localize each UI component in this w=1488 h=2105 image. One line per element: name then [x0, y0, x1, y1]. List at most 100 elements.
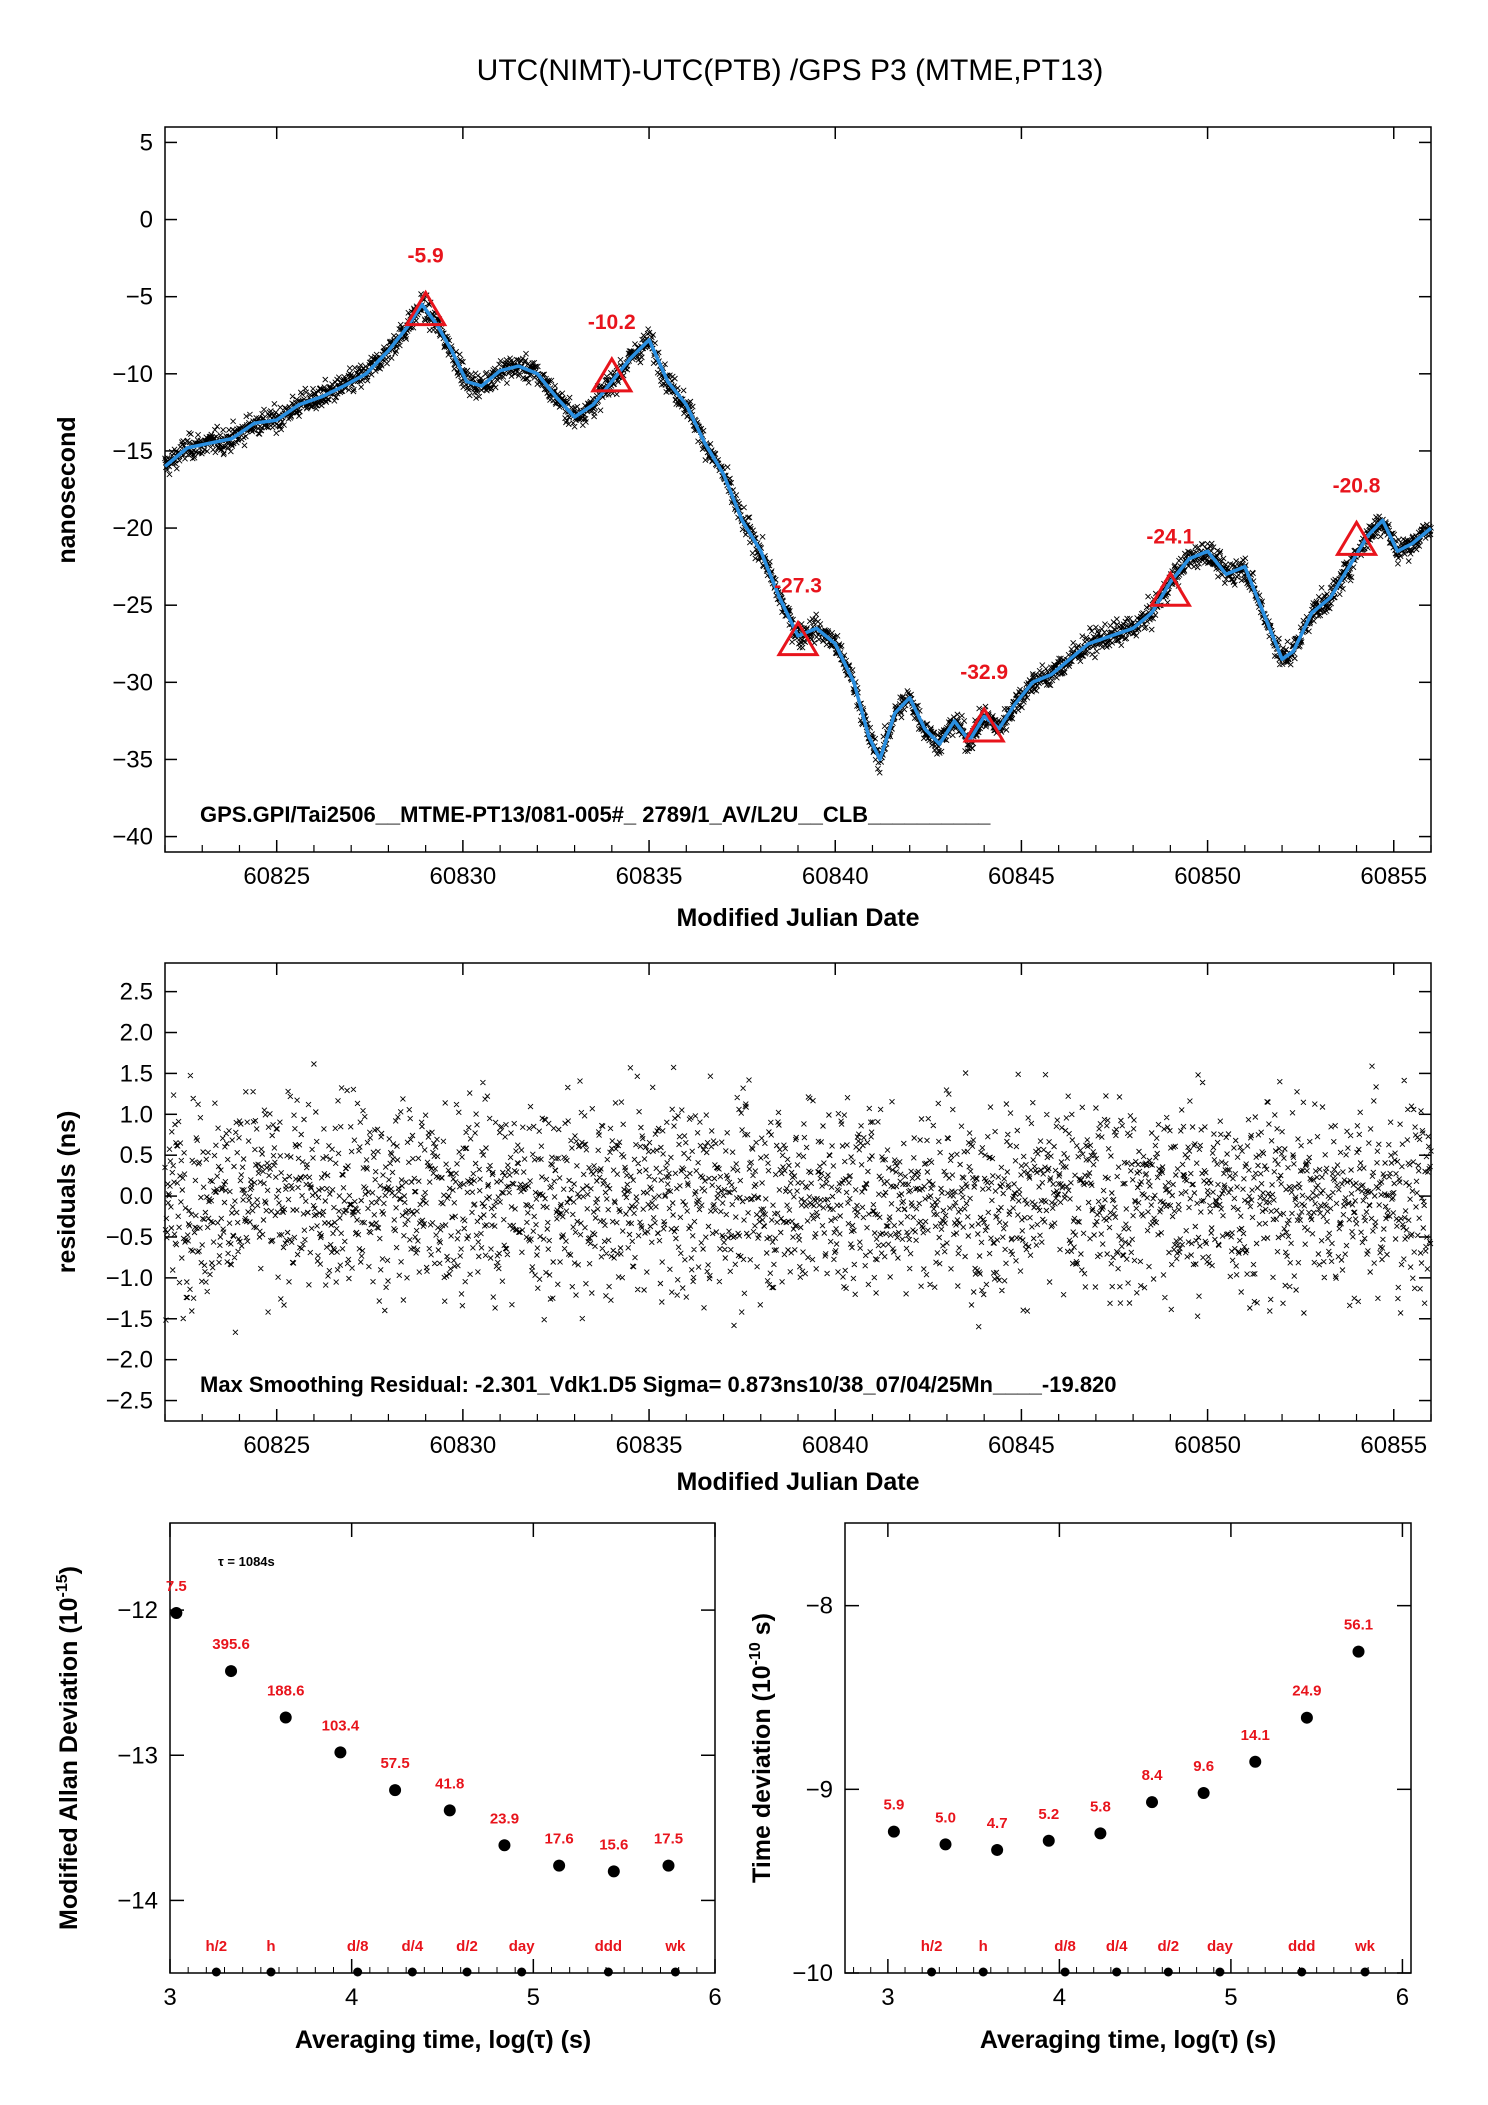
mod-allan-data-point: [334, 1746, 347, 1759]
time-dev-point-label: 5.0: [935, 1809, 956, 1826]
top-annotation: GPS.GPI/Tai2506__MTME-PT13/081-005#_ 278…: [200, 802, 991, 827]
time-dev-x-axis-label: Averaging time, log(τ) (s): [980, 2026, 1276, 2054]
top-marker-label: -10.2: [588, 311, 636, 334]
mod-allan-time-marker-label: h: [266, 1938, 275, 1955]
mod-allan-data-point: [498, 1839, 511, 1852]
mod-allan-y-tick-label: −14: [117, 1887, 158, 1914]
residuals-y-tick-label: −1.5: [106, 1306, 153, 1333]
time-dev-time-marker-label: day: [1207, 1938, 1234, 1955]
top-x-tick-label: 60840: [802, 863, 869, 890]
mod-allan-y-tick-label: −13: [117, 1742, 158, 1769]
time-dev-time-marker-label: d/2: [1157, 1938, 1179, 1955]
mod-allan-y-axis-label: Modified Allan Deviation (10-15): [54, 1566, 83, 1930]
residuals-y-tick-label: 2.5: [120, 979, 153, 1006]
mod-allan-time-marker-label: d/4: [401, 1938, 423, 1955]
time-dev-time-marker: [1215, 1967, 1225, 1977]
top-x-tick-label: 60855: [1360, 863, 1427, 890]
time-dev-x-tick-label: 4: [1053, 1984, 1066, 2011]
residuals-y-tick-label: 1.5: [120, 1060, 153, 1087]
time-dev-point-label: 24.9: [1292, 1683, 1321, 1700]
time-dev-point-label: 5.8: [1090, 1798, 1111, 1815]
residuals-y-tick-label: −1.0: [106, 1265, 153, 1292]
top-plot-marks: 60825 60830 60835 60840 60845 60850 60855 5 0 −5 −…: [112, 127, 1434, 890]
time-dev-data-point: [939, 1838, 952, 1851]
top-smooth-curve: [163, 302, 1433, 762]
time-dev-data-point: [1197, 1787, 1210, 1799]
time-dev-data-point: [1042, 1834, 1055, 1847]
mod-allan-point-label: 103.4: [322, 1717, 360, 1734]
time-dev-plot-frame: [844, 1522, 1412, 1974]
time-dev-time-marker-label: ddd: [1288, 1938, 1316, 1955]
mod-allan-plot-marks: 3 4 5 6 −12 −13 −14 7.5 395.6 188.6 103.4 57.5 41.8 2…: [117, 1523, 722, 2011]
residuals-y-tick-label: 0.5: [120, 1142, 153, 1169]
mod-allan-time-marker-label: wk: [664, 1938, 686, 1955]
mod-allan-time-marker: [407, 1967, 417, 1977]
mod-allan-point-label: 17.6: [545, 1831, 574, 1848]
top-y-tick-label: −10: [112, 361, 153, 388]
mod-allan-point-label: 41.8: [435, 1775, 464, 1792]
time-dev-time-marker-label: h: [979, 1938, 988, 1955]
top-marker-label: -5.9: [408, 245, 444, 268]
mod-allan-data-point: [170, 1607, 183, 1619]
residuals-x-tick-label: 60840: [802, 1432, 869, 1459]
mod-allan-time-marker-label: d/8: [347, 1938, 369, 1955]
mod-allan-point-label: 188.6: [267, 1683, 305, 1700]
mod-allan-point-label: 23.9: [490, 1810, 519, 1827]
residuals-y-tick-label: 0.0: [120, 1183, 153, 1210]
time-dev-data-point: [887, 1825, 900, 1838]
residuals-y-tick-label: −0.5: [106, 1224, 153, 1251]
top-y-tick-label: −40: [112, 824, 153, 851]
mod-allan-x-tick-label: 4: [345, 1984, 358, 2011]
time-dev-time-marker: [1360, 1967, 1370, 1977]
top-marker-label: -32.9: [960, 661, 1008, 684]
mod-allan-point-label: 395.6: [212, 1636, 250, 1653]
time-dev-data-point: [1300, 1711, 1313, 1724]
mod-allan-x-tick-label: 5: [527, 1984, 540, 2011]
time-dev-point-label: 14.1: [1241, 1727, 1270, 1744]
mod-allan-point-label: 15.6: [599, 1836, 628, 1853]
residuals-panel: 60825 60830 60835 60840 60845 60850 60855 2.5 2.…: [53, 962, 1434, 1496]
mod-allan-data-point: [662, 1859, 675, 1872]
top-y-tick-label: −35: [112, 746, 153, 773]
time-dev-x-tick-label: 3: [881, 1984, 894, 2011]
time-dev-plot-marks: 3 4 5 6 −8 −9 −10 5.9 5.0 4.7 5.2 5.8 8.4 9.6 14.1 24.9…: [792, 1523, 1411, 2011]
top-x-tick-label: 60825: [243, 863, 310, 890]
time-dev-point-label: 56.1: [1344, 1617, 1373, 1634]
mod-allan-panel: 3 4 5 6 −12 −13 −14 7.5 395.6 188.6 103.4 57.5 41.8 2…: [54, 1522, 722, 2054]
time-dev-x-tick-label: 6: [1396, 1984, 1409, 2011]
mod-allan-time-marker: [211, 1967, 221, 1977]
mod-allan-data-point: [443, 1804, 456, 1817]
top-x-axis-label: Modified Julian Date: [676, 904, 919, 932]
mod-allan-time-marker: [670, 1967, 680, 1977]
residuals-y-tick-label: 1.0: [120, 1101, 153, 1128]
residuals-x-tick-label: 60835: [616, 1432, 683, 1459]
time-dev-data-point: [1094, 1827, 1107, 1840]
top-marker-triangle: [962, 706, 1006, 743]
top-marker-triangle: [776, 619, 820, 657]
mod-allan-data-point: [279, 1711, 292, 1724]
time-dev-time-marker: [1297, 1967, 1307, 1977]
time-dev-time-marker: [1163, 1967, 1173, 1977]
mod-allan-time-marker-label: h/2: [205, 1938, 227, 1955]
mod-allan-plot-frame: [169, 1522, 716, 1974]
top-x-tick-label: 60835: [616, 863, 683, 890]
time-dev-data-point: [991, 1843, 1004, 1856]
residuals-y-tick-label: −2.0: [106, 1347, 153, 1374]
top-marker-triangle: [404, 289, 448, 327]
mod-allan-data-point: [553, 1859, 566, 1872]
time-dev-point-label: 8.4: [1142, 1767, 1164, 1784]
mod-allan-time-marker-label: day: [509, 1938, 536, 1955]
time-dev-data-point: [1146, 1796, 1159, 1809]
time-dev-time-marker: [978, 1967, 988, 1977]
mod-allan-y-tick-label: −12: [117, 1597, 158, 1624]
residuals-annotation: Max Smoothing Residual: -2.301_Vdk1.D5 S…: [200, 1372, 1117, 1397]
figure-title: UTC(NIMT)-UTC(PTB) /GPS P3 (MTME,PT13): [477, 54, 1104, 87]
top-y-tick-label: −20: [112, 515, 153, 542]
residuals-x-tick-label: 60850: [1174, 1432, 1241, 1459]
top-y-tick-label: −5: [126, 284, 153, 311]
mod-allan-time-marker: [603, 1967, 613, 1977]
top-y-tick-label: −25: [112, 592, 153, 619]
residuals-data-points: [162, 1061, 1434, 1336]
residuals-x-tick-label: 60855: [1360, 1432, 1427, 1459]
